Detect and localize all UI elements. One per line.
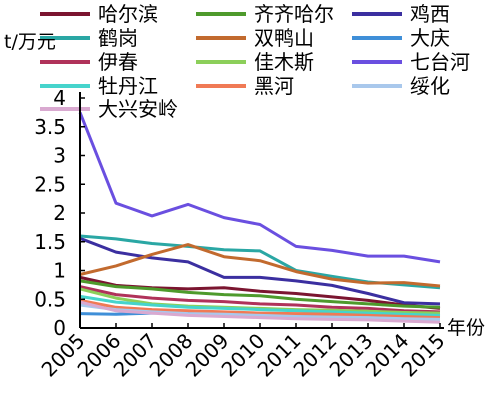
plot-area — [78, 111, 441, 324]
y-tick-label: 3 — [53, 144, 66, 168]
legend-label: 鸡西 — [410, 2, 450, 26]
y-tick-label: 1 — [53, 259, 66, 283]
series-line-6 — [79, 285, 441, 314]
x-axis: 2005200620072008200920102011201220132014… — [37, 323, 450, 382]
series-line-9 — [79, 294, 441, 317]
y-tick-label: 0 — [53, 316, 66, 340]
legend-item-3: 鹤岗 — [40, 26, 138, 50]
legend-label: 哈尔滨 — [98, 2, 158, 26]
legend-item-5: 大庆 — [352, 26, 450, 50]
legend-item-11: 绥化 — [352, 74, 450, 98]
legend-item-10: 黑河 — [196, 74, 294, 98]
legend-item-8: 七台河 — [352, 50, 470, 74]
series-line-8 — [78, 111, 441, 264]
legend-item-6: 伊春 — [40, 50, 138, 74]
series-line-1 — [79, 279, 441, 309]
legend-item-12: 大兴安岭 — [40, 97, 178, 121]
legend-label: 大庆 — [410, 26, 450, 50]
series-line-12 — [79, 300, 441, 324]
legend-label: 鹤岗 — [98, 26, 138, 50]
y-tick-label: 3.5 — [34, 115, 66, 139]
legend-item-1: 齐齐哈尔 — [196, 2, 334, 26]
legend-label: 七台河 — [410, 50, 470, 74]
y-tick-label: 0.5 — [34, 287, 66, 311]
series-line-4 — [79, 243, 441, 288]
legend-label: 绥化 — [410, 74, 450, 98]
legend-item-0: 哈尔滨 — [40, 2, 158, 26]
x-axis-label: 年份 — [447, 317, 485, 339]
y-tick-label: 1.5 — [34, 230, 66, 254]
legend-item-7: 佳木斯 — [196, 50, 314, 74]
y-tick-label: 4 — [53, 86, 66, 110]
y-axis: 0 0.5 1 1.5 2 2.5 3 3.5 4 — [34, 86, 85, 340]
series-line-10 — [79, 298, 441, 320]
y-axis-label: t/万元 — [4, 31, 56, 53]
legend-item-2: 鸡西 — [352, 2, 450, 26]
legend-label: 齐齐哈尔 — [254, 2, 334, 26]
legend-label: 大兴安岭 — [98, 97, 178, 121]
legend-item-4: 双鸭山 — [196, 26, 314, 50]
x-tick-label: 2015 — [397, 329, 450, 382]
y-tick-label: 2.5 — [34, 172, 66, 196]
series-line-2 — [79, 236, 441, 306]
y-tick-label: 2 — [53, 201, 66, 225]
legend-label: 黑河 — [254, 74, 294, 98]
legend-label: 伊春 — [98, 50, 138, 74]
legend-item-9: 牡丹江 — [40, 74, 158, 98]
legend-label: 双鸭山 — [254, 26, 314, 50]
legend-label: 牡丹江 — [98, 74, 158, 98]
legend-label: 佳木斯 — [254, 50, 314, 74]
